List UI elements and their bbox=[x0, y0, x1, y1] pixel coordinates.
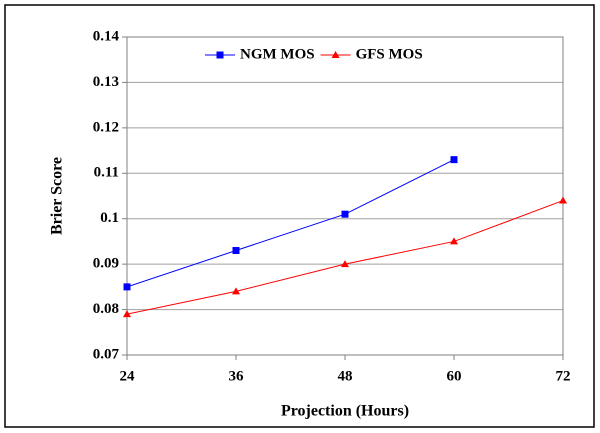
legend-label: NGM MOS bbox=[240, 46, 315, 62]
y-tick-label: 0.13 bbox=[93, 74, 119, 90]
x-tick-label: 72 bbox=[556, 368, 571, 384]
x-tick-label: 36 bbox=[229, 368, 245, 384]
y-tick-label: 0.08 bbox=[93, 301, 119, 317]
y-axis-label: Brier Score bbox=[49, 157, 66, 235]
y-tick-label: 0.1 bbox=[100, 210, 119, 226]
series-line bbox=[126, 159, 455, 288]
y-tick-label: 0.11 bbox=[94, 165, 119, 181]
marker bbox=[450, 156, 458, 164]
marker bbox=[123, 310, 131, 318]
marker bbox=[331, 51, 340, 58]
y-tick-label: 0.07 bbox=[93, 346, 120, 362]
y-tick-label: 0.12 bbox=[93, 119, 119, 135]
y-tick-label: 0.14 bbox=[93, 28, 120, 44]
x-tick-label: 48 bbox=[338, 368, 353, 384]
marker bbox=[341, 260, 349, 268]
x-axis-label: Projection (Hours) bbox=[281, 403, 409, 420]
marker bbox=[216, 51, 224, 59]
marker bbox=[450, 237, 458, 245]
marker bbox=[559, 196, 567, 204]
legend-label: GFS MOS bbox=[356, 46, 423, 62]
x-tick-label: 24 bbox=[120, 368, 136, 384]
chart-frame bbox=[4, 4, 595, 428]
marker bbox=[232, 247, 240, 255]
marker bbox=[123, 283, 131, 291]
x-tick-label: 60 bbox=[447, 368, 462, 384]
marker bbox=[232, 287, 240, 295]
marker bbox=[341, 210, 349, 218]
y-tick-label: 0.09 bbox=[93, 256, 119, 272]
